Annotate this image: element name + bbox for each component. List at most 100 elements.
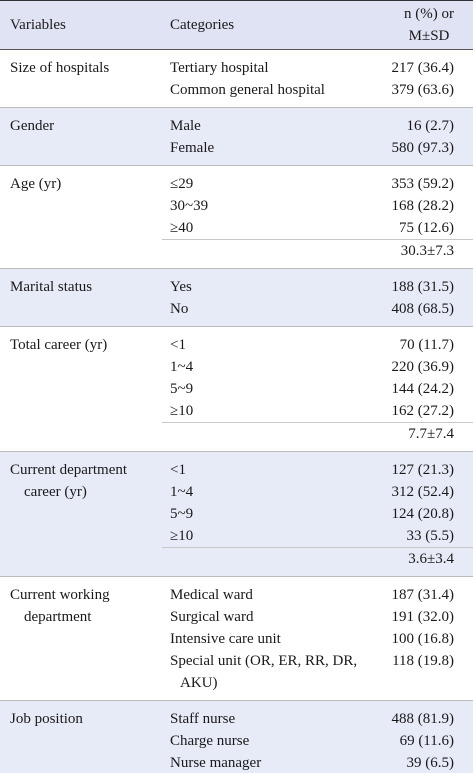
category-cell: Charge nurse <box>162 730 385 752</box>
row-group: Gender Male 16 (2.7) Female 580 (97.3) <box>0 107 473 166</box>
table-row: 1~4 312 (52.4) <box>0 481 473 503</box>
category-cell: Female <box>162 137 385 166</box>
table-row: 30.3±7.3 <box>0 239 473 269</box>
value-cell: 124 (20.8) <box>391 506 455 522</box>
category-cell <box>162 239 385 269</box>
table-row: Intensive care unit 100 (16.8) <box>0 628 473 650</box>
variable-cell: Job position <box>10 711 83 727</box>
category-text: Medical ward <box>170 587 253 603</box>
category-text: Female <box>170 140 215 156</box>
table-row: 7.7±7.4 <box>0 422 473 452</box>
value-cell: 127 (21.3) <box>391 462 455 478</box>
table-row: ≥10 33 (5.5) <box>0 525 473 548</box>
header-cell: Categories <box>162 0 385 50</box>
table-row: Female 580 (97.3) <box>0 137 473 166</box>
table-row: 3.6±3.4 <box>0 547 473 577</box>
table-row: Total career (yr) <1 70 (11.7) <box>0 327 473 357</box>
category-cell: ≥10 <box>162 400 385 423</box>
category-text: <1 <box>170 337 186 353</box>
category-cell: Male <box>162 108 385 138</box>
value-cell: 312 (52.4) <box>391 484 455 500</box>
variable-cell: Size of hospitals <box>10 60 110 76</box>
variable-cell: Marital status <box>10 279 93 295</box>
category-cell: Special unit (OR, ER, RR, DR, AKU) <box>162 650 385 701</box>
category-cell: Tertiary hospital <box>162 50 385 80</box>
value-cell: 187 (31.4) <box>391 587 455 603</box>
table-row: Charge nurse 69 (11.6) <box>0 730 473 752</box>
category-text: 5~9 <box>170 506 194 522</box>
category-cell: ≥10 <box>162 525 385 548</box>
category-text: Surgical ward <box>170 609 254 625</box>
category-text: 5~9 <box>170 381 194 397</box>
category-cell: <1 <box>162 327 385 357</box>
category-cell <box>162 422 385 452</box>
category-text: ≥40 <box>170 220 194 236</box>
category-cell: Medical ward <box>162 577 385 607</box>
category-cell: Staff nurse <box>162 701 385 731</box>
row-group: Current department career (yr) <1 127 (21.… <box>0 451 473 577</box>
row-group: Marital status Yes 188 (31.5) No 408 (68.5) <box>0 268 473 327</box>
value-cell: 191 (32.0) <box>391 609 455 625</box>
row-group: Job position Staff nurse 488 (81.9) Charge … <box>0 700 473 773</box>
category-text: 1~4 <box>170 359 194 375</box>
row-group: Total career (yr) <1 70 (11.7) 1~4 220 (36.9… <box>0 326 473 452</box>
category-cell: Yes <box>162 269 385 299</box>
category-cell: 1~4 <box>162 356 385 378</box>
table-header: Variables Categories n (%) or M±SD <box>0 0 473 50</box>
value-cell: 16 (2.7) <box>406 118 455 134</box>
value-cell: 379 (63.6) <box>391 82 455 98</box>
category-cell: No <box>162 298 385 327</box>
value-cell: 69 (11.6) <box>399 733 454 749</box>
category-text: Yes <box>170 279 192 295</box>
category-text: ≥10 <box>170 528 194 544</box>
header-cell: n (%) or M±SD <box>385 0 473 50</box>
value-cell: 188 (31.5) <box>391 279 455 295</box>
category-cell: Common general hospital <box>162 79 385 108</box>
value-cell: 488 (81.9) <box>391 711 455 727</box>
category-text: Common general hospital <box>170 82 325 98</box>
table-row: Surgical ward 191 (32.0) <box>0 606 473 628</box>
header-row: Variables Categories n (%) or M±SD <box>0 0 473 50</box>
category-cell: 30~39 <box>162 195 385 217</box>
value-cell: 118 (19.8) <box>392 653 454 669</box>
table-row: ≥10 162 (27.2) <box>0 400 473 423</box>
category-cell: <1 <box>162 452 385 482</box>
value-cell: 168 (28.2) <box>391 198 455 214</box>
table-row: Marital status Yes 188 (31.5) <box>0 269 473 299</box>
value-cell: 217 (36.4) <box>391 60 455 76</box>
category-text: Staff nurse <box>170 711 236 727</box>
value-cell: 3.6±3.4 <box>385 547 473 577</box>
table-row: ≥40 75 (12.6) <box>0 217 473 240</box>
category-cell: Nurse manager <box>162 752 385 773</box>
table-row: Size of hospitals Tertiary hospital 217 (3… <box>0 50 473 80</box>
category-cell: Surgical ward <box>162 606 385 628</box>
category-text: Intensive care unit <box>170 631 281 647</box>
category-cell <box>162 547 385 577</box>
table-row: Special unit (OR, ER, RR, DR, AKU) 118 (1… <box>0 650 473 701</box>
category-text: Nurse manager <box>170 755 262 771</box>
category-text: Male <box>170 118 201 134</box>
table-row: 5~9 144 (24.2) <box>0 378 473 400</box>
table-row: Age (yr) ≤29 353 (59.2) <box>0 166 473 196</box>
category-text: 1~4 <box>170 484 194 500</box>
table-row: 30~39 168 (28.2) <box>0 195 473 217</box>
category-cell: Intensive care unit <box>162 628 385 650</box>
category-text: No <box>170 301 189 317</box>
variable-cell: Total career (yr) <box>10 337 108 353</box>
value-cell: 7.7±7.4 <box>385 422 473 452</box>
value-cell: 30.3±7.3 <box>385 239 473 269</box>
variable-cell: Age (yr) <box>10 176 62 192</box>
value-cell: 100 (16.8) <box>391 631 455 647</box>
row-group: Size of hospitals Tertiary hospital 217 (3… <box>0 49 473 108</box>
category-text: Tertiary hospital <box>170 60 269 76</box>
value-cell: 162 (27.2) <box>391 403 455 419</box>
value-cell: 220 (36.9) <box>391 359 455 375</box>
value-cell: 144 (24.2) <box>391 381 455 397</box>
header-cell: Variables <box>0 0 162 50</box>
value-cell: 75 (12.6) <box>399 220 454 236</box>
value-cell: 39 (6.5) <box>406 755 455 771</box>
value-cell: 408 (68.5) <box>391 301 455 317</box>
category-cell: 5~9 <box>162 378 385 400</box>
